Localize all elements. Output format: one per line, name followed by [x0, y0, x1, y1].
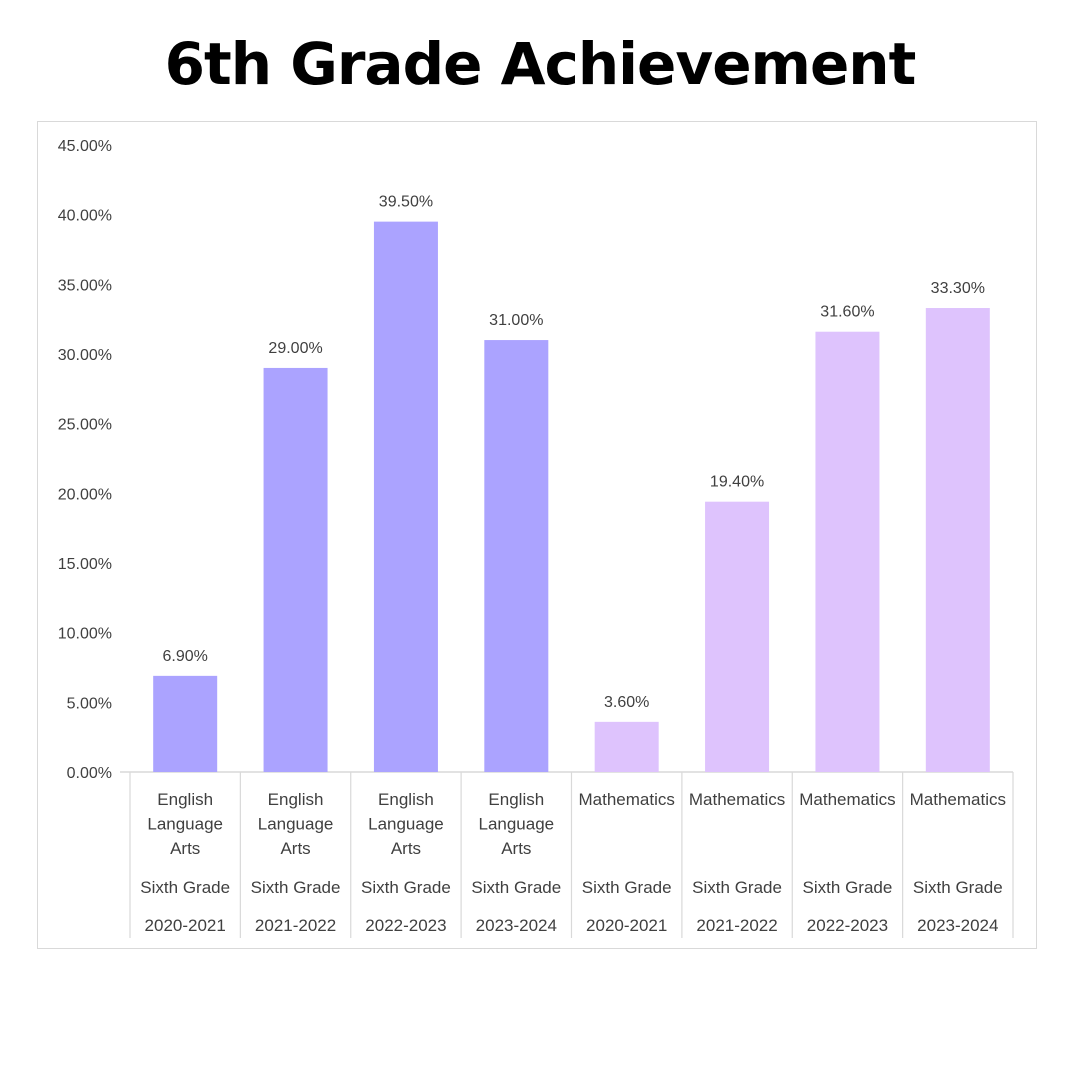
y-tick-label: 25.00%	[58, 417, 112, 434]
year-label: 2023-2024	[476, 916, 557, 935]
grade-label: Sixth Grade	[140, 878, 230, 897]
year-label: 2022-2023	[807, 916, 888, 935]
grade-label: Sixth Grade	[251, 878, 341, 897]
subject-label: Language	[478, 815, 554, 834]
grade-label: Sixth Grade	[582, 878, 672, 897]
subject-label: Language	[258, 815, 334, 834]
subject-label: Mathematics	[799, 790, 895, 809]
chart-frame	[37, 121, 1037, 949]
data-label: 39.50%	[379, 194, 433, 211]
grade-label: Sixth Grade	[471, 878, 561, 897]
data-label: 33.30%	[931, 280, 985, 297]
page-title: 6th Grade Achievement	[164, 30, 917, 98]
subject-label: Mathematics	[579, 790, 675, 809]
subject-label: English	[157, 790, 213, 809]
bar	[484, 340, 549, 772]
y-tick-label: 35.00%	[58, 277, 112, 294]
y-tick-label: 5.00%	[67, 695, 112, 712]
y-tick-label: 0.00%	[67, 765, 112, 782]
bar	[153, 675, 218, 772]
data-label: 19.40%	[710, 474, 764, 491]
year-label: 2023-2024	[917, 916, 998, 935]
grade-label: Sixth Grade	[913, 878, 1003, 897]
subject-label: Mathematics	[910, 790, 1006, 809]
subject-label: Arts	[280, 839, 310, 858]
subject-label: English	[268, 790, 324, 809]
year-label: 2021-2022	[255, 916, 336, 935]
subject-label: Language	[368, 815, 444, 834]
year-label: 2020-2021	[586, 916, 667, 935]
y-tick-label: 15.00%	[58, 556, 112, 573]
subject-label: Arts	[501, 839, 531, 858]
subject-label: Arts	[391, 839, 421, 858]
y-tick-label: 10.00%	[58, 626, 112, 643]
data-label: 31.60%	[820, 304, 874, 321]
data-label: 6.90%	[163, 648, 208, 665]
subject-label: English	[378, 790, 434, 809]
data-label: 29.00%	[268, 340, 322, 357]
year-label: 2021-2022	[696, 916, 777, 935]
bar	[373, 221, 438, 773]
bar	[925, 308, 990, 772]
bar	[263, 367, 328, 772]
y-tick-label: 45.00%	[58, 138, 112, 155]
data-label: 3.60%	[604, 694, 649, 711]
subject-label: Mathematics	[689, 790, 785, 809]
year-label: 2020-2021	[145, 916, 226, 935]
grade-label: Sixth Grade	[361, 878, 451, 897]
subject-label: Arts	[170, 839, 200, 858]
data-label: 31.00%	[489, 312, 543, 329]
subject-label: English	[488, 790, 544, 809]
grade-label: Sixth Grade	[803, 878, 893, 897]
y-tick-label: 40.00%	[58, 208, 112, 225]
y-tick-label: 30.00%	[58, 347, 112, 364]
bar	[705, 501, 770, 772]
grade-label: Sixth Grade	[692, 878, 782, 897]
subject-label: Language	[147, 815, 223, 834]
y-tick-label: 20.00%	[58, 486, 112, 503]
bar	[815, 331, 880, 772]
bar	[594, 721, 659, 772]
year-label: 2022-2023	[365, 916, 446, 935]
